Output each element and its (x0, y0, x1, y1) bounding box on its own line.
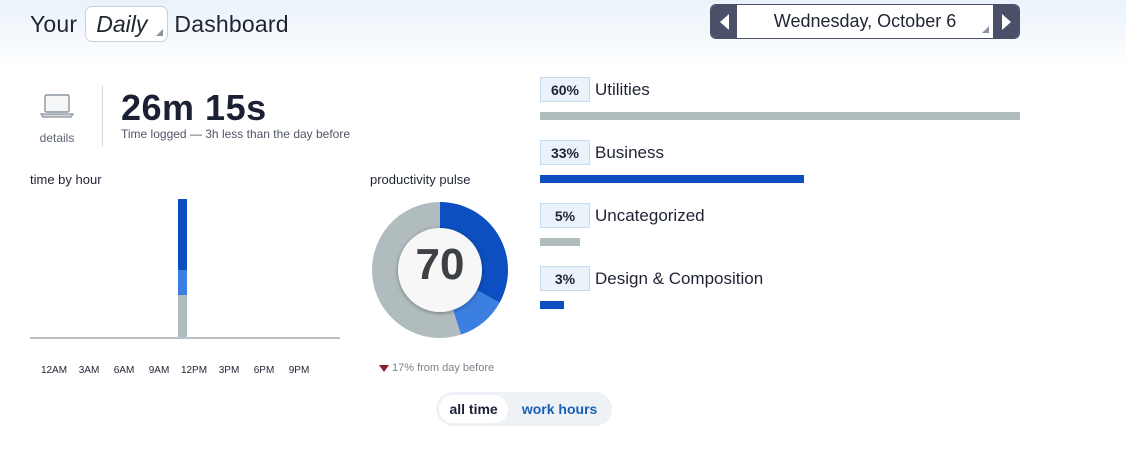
category-name: Uncategorized (595, 205, 705, 225)
laptop-icon (39, 94, 75, 118)
dashboard-title: Your Daily Dashboard (30, 5, 289, 43)
category-bar (540, 238, 580, 246)
category-row[interactable]: 5% Uncategorized (540, 203, 705, 246)
category-name: Utilities (595, 79, 650, 99)
tick-label: 9AM (149, 365, 170, 376)
tick-label: 6PM (254, 365, 275, 376)
previous-day-button[interactable] (711, 5, 737, 38)
tick-label: 3PM (219, 365, 240, 376)
divider (102, 85, 103, 147)
details-button[interactable]: details (30, 92, 84, 145)
time-by-hour-chart: 12AM 3AM 6AM 9AM 12PM 3PM 6PM 9PM (30, 199, 340, 376)
tick-label: 12PM (181, 365, 207, 376)
productivity-pulse-heading: productivity pulse (370, 172, 471, 187)
pulse-change: 17% from day before (379, 362, 494, 374)
all-time-option[interactable]: all time (439, 395, 509, 423)
corner-dropdown-icon (156, 29, 164, 36)
details-label: details (39, 131, 75, 145)
arrow-down-icon (379, 364, 389, 372)
time-range-toggle: all time work hours (436, 392, 612, 426)
chevron-right-icon (1001, 13, 1011, 30)
date-select[interactable]: Wednesday, October 6 (737, 5, 993, 38)
next-day-button[interactable] (993, 5, 1019, 38)
category-percent: 33% (540, 140, 590, 165)
bar-neutral[interactable] (178, 294, 187, 338)
productivity-pulse-donut (372, 202, 508, 338)
chevron-left-icon (719, 13, 729, 30)
corner-dropdown-icon (982, 26, 989, 33)
pulse-change-text: 17% from day before (392, 362, 495, 374)
period-label: Daily (96, 10, 148, 37)
work-hours-option[interactable]: work hours (521, 401, 598, 417)
category-name: Business (595, 142, 664, 162)
time-logged-note: Time logged — 3h less than the day befor… (121, 127, 351, 141)
pulse-center (398, 228, 482, 312)
category-bar (540, 112, 1020, 120)
date-navigator: Wednesday, October 6 (710, 4, 1020, 39)
time-by-hour-heading: time by hour (30, 172, 102, 187)
time-logged-total: 26m 15s (121, 87, 267, 128)
date-label: Wednesday, October 6 (773, 11, 957, 31)
category-row[interactable]: 3% Design & Composition (540, 266, 763, 309)
period-select[interactable]: Daily (85, 6, 169, 42)
tick-label: 12AM (41, 365, 67, 376)
category-row[interactable]: 33% Business (540, 140, 804, 183)
category-percent: 60% (540, 77, 590, 102)
bar-productive[interactable] (178, 270, 187, 295)
title-prefix: Your (30, 10, 78, 37)
category-bar (540, 301, 564, 309)
category-percent: 3% (540, 266, 590, 291)
category-name: Design & Composition (595, 268, 764, 288)
title-suffix: Dashboard (174, 10, 289, 37)
bar-very-productive[interactable] (178, 199, 187, 270)
category-row[interactable]: 60% Utilities (540, 77, 1020, 120)
pulse-score-value: 70 (415, 240, 465, 289)
category-bar (540, 175, 804, 183)
tick-label: 9PM (289, 365, 310, 376)
tick-label: 3AM (79, 365, 100, 376)
tick-label: 6AM (114, 365, 135, 376)
category-percent: 5% (540, 203, 590, 228)
